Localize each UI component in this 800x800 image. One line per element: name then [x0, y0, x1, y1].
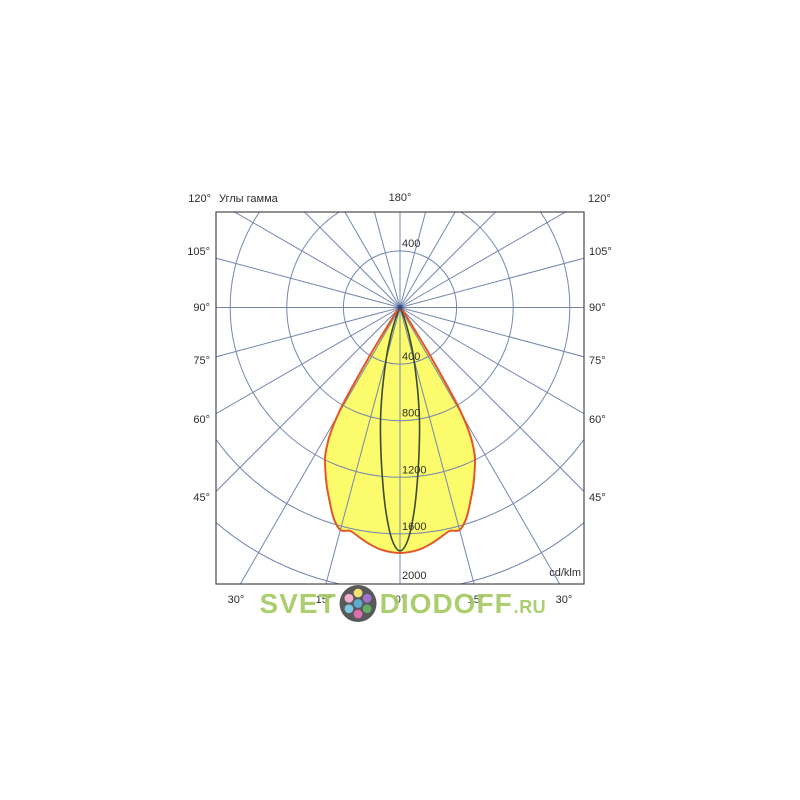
- angular-axis-title: Углы гамма: [219, 193, 279, 205]
- side-angle-label-left: 90°: [193, 302, 210, 314]
- side-angle-label-right: 90°: [589, 302, 606, 314]
- wide-beam-outline: [323, 306, 477, 555]
- grid-spoke: [399, 212, 567, 308]
- grid-spoke: [399, 307, 584, 415]
- grid-spoke: [399, 212, 427, 308]
- grid-spoke: [373, 212, 401, 308]
- grid-spoke: [399, 257, 584, 308]
- grid-spoke: [399, 212, 456, 308]
- grid-spoke: [216, 307, 401, 493]
- grid-spoke: [344, 212, 401, 308]
- polar-center-dot: [397, 304, 403, 311]
- grid-spoke: [325, 307, 401, 584]
- polar-grid: [216, 212, 584, 584]
- narrow-beam-curve: [379, 306, 421, 552]
- radial-tick-label: 800: [402, 408, 420, 420]
- side-angle-label-left: 75°: [193, 355, 210, 367]
- side-angle-label-left: 105°: [187, 246, 210, 258]
- radial-tick-label: 1600: [402, 521, 426, 533]
- side-angle-label-right: 105°: [589, 246, 612, 258]
- radial-tick-label: 1200: [402, 464, 426, 476]
- bottom-angle-label: 15°: [468, 594, 485, 606]
- side-angle-label-left: 45°: [193, 492, 210, 504]
- bottom-angle-label: 0°: [395, 594, 406, 606]
- grid-spoke: [303, 212, 401, 308]
- grid-spoke: [399, 212, 497, 308]
- grid-spoke: [233, 212, 401, 308]
- side-angle-label-right: 75°: [589, 355, 606, 367]
- grid-spoke: [399, 307, 584, 358]
- corner-angle-label-top-left: 120°: [188, 193, 211, 205]
- grid-spoke: [399, 307, 584, 493]
- grid-spoke: [399, 307, 561, 584]
- corner-angle-label-top-right: 120°: [588, 193, 611, 205]
- bottom-angle-label: 30°: [228, 594, 245, 606]
- side-angle-label-left: 60°: [193, 414, 210, 426]
- grid-spoke: [216, 307, 401, 358]
- bottom-angle-label: 30°: [556, 594, 573, 606]
- curves-layer: [323, 304, 477, 555]
- grid-spoke: [239, 307, 401, 584]
- grid-spoke: [399, 307, 475, 584]
- grid-spoke: [216, 257, 401, 308]
- top-center-angle-label: 180°: [389, 192, 412, 204]
- tick-labels: 400 400 800 1200 1600 2000 105° 105° 90° 90° 75° 75…: [187, 238, 612, 606]
- radial-tick-label-upper: 400: [402, 238, 420, 250]
- plot-frame: [215, 211, 585, 585]
- side-angle-label-right: 60°: [589, 414, 606, 426]
- bottom-angle-label: 15°: [316, 594, 333, 606]
- radial-tick-label: 400: [402, 351, 420, 363]
- radial-tick-label: 2000: [402, 570, 426, 582]
- side-angle-label-right: 45°: [589, 492, 606, 504]
- radial-unit-label: cd/klm: [549, 567, 581, 579]
- grid-spoke: [216, 307, 401, 415]
